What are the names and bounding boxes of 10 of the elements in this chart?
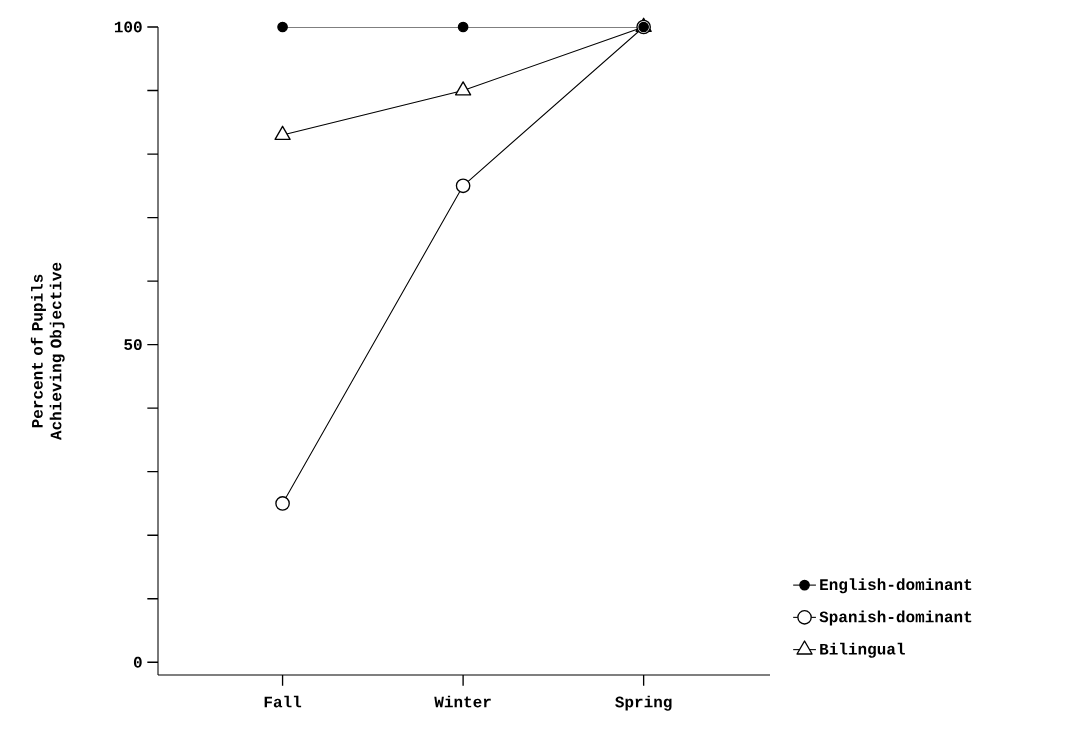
x-tick-label: Spring xyxy=(615,695,672,711)
legend-label: Spanish-dominant xyxy=(819,610,972,626)
y-axis-title: Percent of Pupils Achieving Objective xyxy=(30,262,65,441)
x-tick-label: Winter xyxy=(434,695,491,708)
legend-label: English-dominant xyxy=(820,578,972,594)
x-tick-label: Fall xyxy=(264,695,302,708)
legend-label: Bilingual xyxy=(820,642,905,658)
y-tick-label: 50 xyxy=(124,339,142,351)
y-tick-label: 0 xyxy=(133,656,142,668)
y-tick-label: 100 xyxy=(114,21,142,33)
